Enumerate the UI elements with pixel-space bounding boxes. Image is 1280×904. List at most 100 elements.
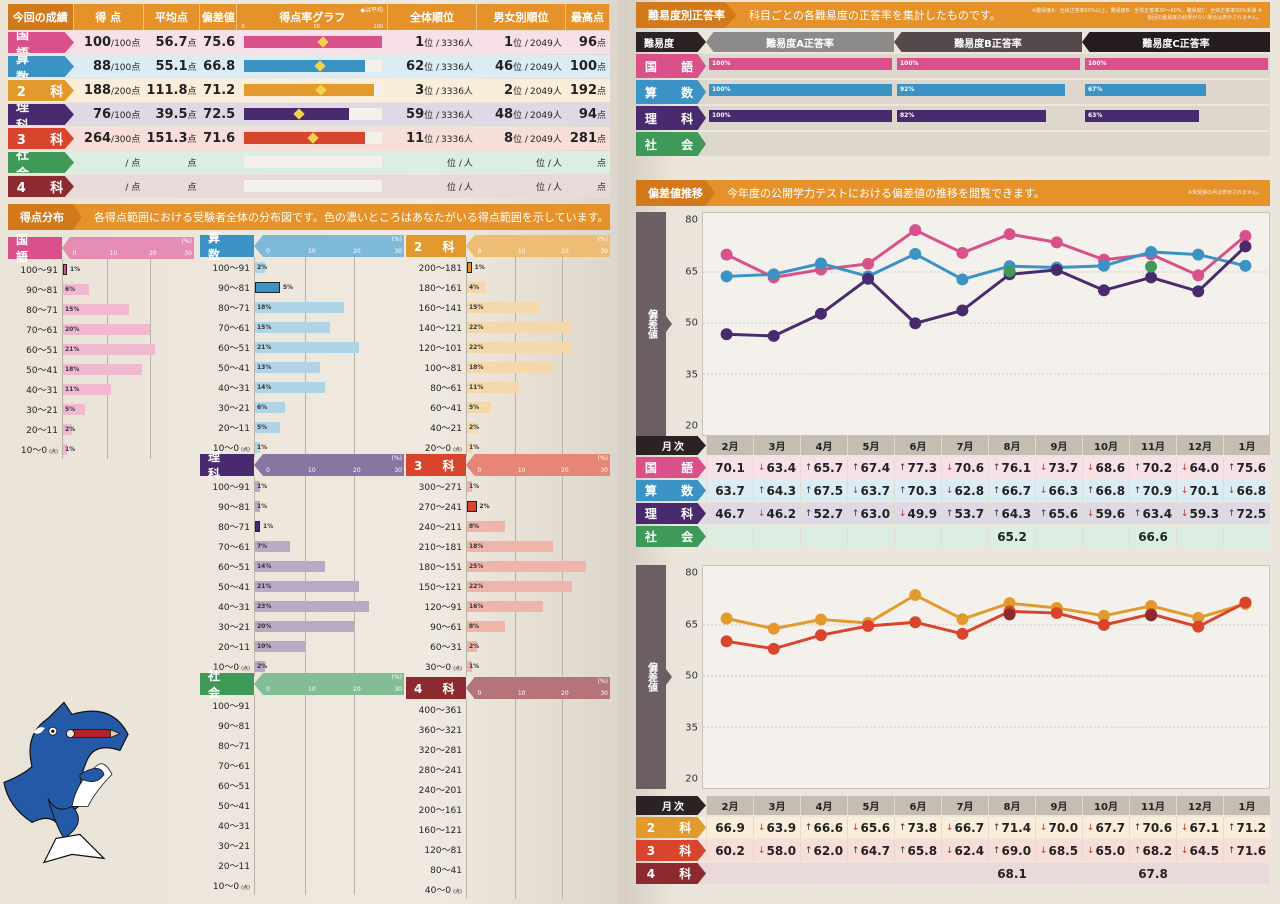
distribution-plot: 15% bbox=[62, 299, 194, 319]
score-range-label: 160～121 bbox=[406, 823, 466, 836]
distribution-row: 80～61 11% bbox=[406, 377, 610, 397]
trend-cell: 63.7 bbox=[706, 480, 753, 501]
grid-line bbox=[562, 719, 564, 739]
trend-cell: ↑ 68.2 bbox=[1129, 840, 1176, 861]
graph-title: 得点率グラフ bbox=[279, 11, 346, 24]
results-row: 理 科 76/100点 39.5 点 72.5 59 位 /3336人 48 位 /2… bbox=[8, 103, 610, 126]
grid-line bbox=[150, 319, 152, 339]
distribution-value: 15% bbox=[469, 304, 484, 311]
distribution-axis: 0 10 20 30 (%) bbox=[62, 237, 194, 259]
arrow-down-icon: ↓ bbox=[1227, 485, 1236, 496]
grid-line bbox=[354, 496, 356, 516]
header-average: 平均点 bbox=[143, 4, 200, 30]
rank-total: 3336人 bbox=[441, 39, 473, 49]
difficulty-bar: 100% bbox=[709, 58, 892, 70]
trend-value: 68.5 bbox=[1048, 843, 1079, 858]
grid-line bbox=[304, 835, 306, 855]
arrow-up-icon: ↑ bbox=[1227, 508, 1236, 519]
axis-tick: 10 bbox=[308, 467, 316, 474]
score-range-label: 270～241 bbox=[406, 500, 466, 513]
trend-value: 66.8 bbox=[1236, 483, 1267, 498]
score-range-label: 90～61 bbox=[406, 620, 466, 633]
trend-value: 68.2 bbox=[1142, 843, 1173, 858]
score-range-label: 20～11 bbox=[200, 859, 254, 872]
month-header-row: 月次 2月 3月 4月 5月 6月 7月 8月 9月 10月 11月 12月 1月 bbox=[636, 796, 1270, 815]
score-range-label: 60～51 bbox=[200, 341, 254, 354]
distribution-row: 80～71 1% bbox=[200, 516, 404, 536]
distribution-row: 120～81 bbox=[406, 839, 610, 859]
distribution-value: 5% bbox=[257, 424, 268, 431]
distribution-bar bbox=[467, 641, 477, 652]
trend-value: 64.3 bbox=[1001, 506, 1032, 521]
trend-cell: ↑ 77.3 bbox=[894, 457, 941, 478]
trend-value: 65.7 bbox=[813, 460, 844, 475]
score-out-of: /100点 bbox=[111, 39, 141, 49]
grid-line bbox=[354, 656, 356, 676]
arrow-up-icon: ↑ bbox=[992, 845, 1001, 856]
grid-line bbox=[562, 656, 564, 676]
month-header: 11月 bbox=[1129, 436, 1176, 455]
axis-tick: 10 bbox=[308, 686, 316, 693]
distribution-row: 360～321 bbox=[406, 719, 610, 739]
grid-line bbox=[354, 616, 356, 636]
score-range: 20～0 bbox=[424, 443, 452, 454]
trend-cell bbox=[1223, 526, 1270, 547]
grid-line bbox=[354, 317, 356, 337]
distribution-plot: 10% bbox=[254, 636, 404, 656]
distribution-chart: 国 語 0 10 20 30 (%) 100～91 1% 90～81 6% 80… bbox=[8, 233, 194, 459]
score-range-label: 70～61 bbox=[200, 759, 254, 772]
trend-cell bbox=[1082, 526, 1129, 547]
distribution-row: 140～121 22% bbox=[406, 317, 610, 337]
yaxis-tick: 65 bbox=[685, 619, 698, 630]
distribution-plot bbox=[254, 755, 404, 775]
arrow-up-icon: ↑ bbox=[1133, 845, 1142, 856]
trend-subject-tag: 国 語 bbox=[636, 457, 706, 478]
distribution-plot: 7% bbox=[254, 536, 404, 556]
trend-value: 46.2 bbox=[766, 506, 797, 521]
score-range-label: 140～121 bbox=[406, 321, 466, 334]
grid-line bbox=[354, 397, 356, 417]
score-range-label: 80～71 bbox=[200, 520, 254, 533]
trend-cell bbox=[847, 863, 894, 884]
trend-cell: ↑ 71.4 bbox=[988, 817, 1035, 838]
distribution-chart-header: 算 数 0 10 20 30 (%) bbox=[200, 231, 404, 262]
score-range-label: 320～281 bbox=[406, 743, 466, 756]
trend-value: 46.7 bbox=[715, 506, 745, 521]
distribution-bar bbox=[467, 581, 572, 592]
distribution-row: 90～81 6% bbox=[8, 279, 194, 299]
grid-line bbox=[562, 636, 564, 656]
score-range-label: 20～11 bbox=[8, 423, 62, 436]
score-cell: 76/100点 bbox=[74, 103, 144, 126]
arrow-down-icon: ↓ bbox=[945, 822, 954, 833]
grank-unit: 位 / bbox=[513, 63, 528, 73]
score-range-label: 150～121 bbox=[406, 580, 466, 593]
grid-line bbox=[562, 859, 564, 879]
line-chart-plot bbox=[702, 565, 1270, 789]
score-range-label: 40～31 bbox=[200, 819, 254, 832]
score-range: 150～121 bbox=[418, 582, 462, 593]
score-range: 40～31 bbox=[218, 383, 250, 394]
distribution-chart-header: 社 会 0 10 20 30 (%) bbox=[200, 669, 404, 700]
arrow-up-icon: ↑ bbox=[1227, 822, 1236, 833]
score-range-label: 20～11 bbox=[200, 640, 254, 653]
score-range: 40～31 bbox=[218, 821, 250, 832]
distribution-row: 40～31 23% bbox=[200, 596, 404, 616]
distribution-value: 22% bbox=[469, 583, 484, 590]
arrow-up-icon: ↑ bbox=[1227, 462, 1236, 473]
arrow-down-icon: ↓ bbox=[757, 822, 766, 833]
trend-value: 76.1 bbox=[1001, 460, 1032, 475]
axis-tick: 0 bbox=[477, 467, 482, 474]
distribution-value: 20% bbox=[257, 623, 272, 630]
score-cell: 264/300点 bbox=[74, 127, 144, 150]
distribution-row: 50～41 bbox=[200, 795, 404, 815]
distribution-plot bbox=[466, 719, 610, 739]
average-value: 39.5 bbox=[155, 107, 188, 122]
distribution-bar bbox=[63, 424, 72, 435]
score-cell: 88/100点 bbox=[74, 55, 144, 78]
distribution-row: 180～151 25% bbox=[406, 556, 610, 576]
difficulty-bar: 92% bbox=[897, 84, 1066, 96]
trend-value: 69.0 bbox=[1001, 843, 1032, 858]
score-range: 200～161 bbox=[418, 805, 462, 816]
rate-bar-fill bbox=[243, 36, 382, 48]
distribution-bar bbox=[255, 342, 360, 353]
